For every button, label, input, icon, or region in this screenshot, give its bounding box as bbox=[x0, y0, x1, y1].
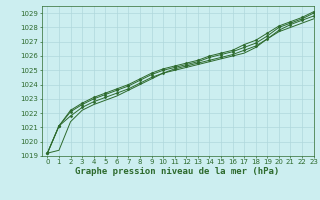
X-axis label: Graphe pression niveau de la mer (hPa): Graphe pression niveau de la mer (hPa) bbox=[76, 167, 280, 176]
